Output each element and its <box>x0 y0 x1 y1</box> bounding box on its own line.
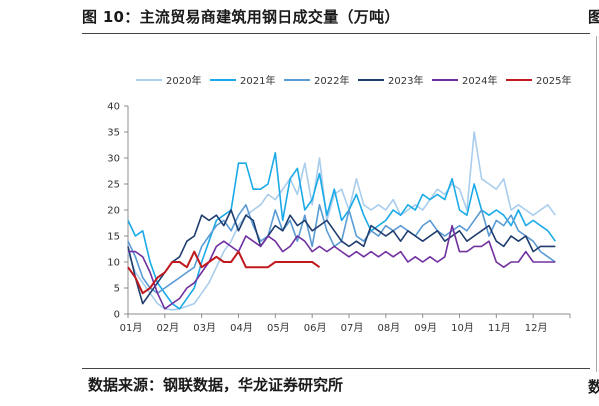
legend-label: 2023年 <box>388 74 423 87</box>
x-tick-label: 01月 <box>120 322 143 334</box>
chart-axes: 0 5 10 15 20 25 30 35 40 01月 02月 03月 04月 05月 06月 07月 08月… <box>107 102 571 334</box>
series-line-2025年 <box>127 250 321 295</box>
legend-label: 2022年 <box>314 74 349 87</box>
x-tick-label: 11月 <box>488 322 511 334</box>
y-tick-label: 5 <box>114 284 120 295</box>
cropped-adjacent-source: 数 <box>588 378 599 396</box>
x-tick-label: 12月 <box>525 322 548 334</box>
series-line-2024年 <box>128 224 556 310</box>
y-tick-label: 10 <box>107 258 120 269</box>
x-tick-label: 10月 <box>451 322 474 334</box>
y-tick-label: 30 <box>107 154 120 165</box>
y-tick-label: 15 <box>107 232 120 243</box>
source-divider <box>82 368 590 369</box>
y-tick-label: 20 <box>107 206 120 217</box>
x-tick-label: 08月 <box>377 322 400 334</box>
x-tick-label: 02月 <box>156 322 179 334</box>
y-tick-label: 0 <box>114 310 120 321</box>
chart-legend: 2020年 2021年 2022年 2023年 2024年 2025年 <box>136 74 571 87</box>
x-tick-label: 07月 <box>341 322 364 334</box>
series-line-2021年 <box>127 152 556 310</box>
y-tick-label: 40 <box>107 102 120 113</box>
x-tick-label: 09月 <box>414 322 437 334</box>
x-tick-label: 05月 <box>267 322 290 334</box>
chart-title: 图 10：主流贸易商建筑用钢日成交量（万吨） <box>82 8 400 26</box>
chart-series <box>127 131 556 311</box>
legend-label: 2020年 <box>166 74 201 87</box>
x-tick-label: 04月 <box>230 322 253 334</box>
legend-label: 2021年 <box>240 74 275 87</box>
x-tick-label: 03月 <box>193 322 216 334</box>
legend-label: 2025年 <box>536 74 571 87</box>
legend-label: 2024年 <box>462 74 497 87</box>
y-tick-label: 35 <box>107 128 120 139</box>
title-divider <box>82 33 590 34</box>
adjacent-panel-border <box>596 36 597 372</box>
cropped-adjacent-title: 图 <box>588 8 599 26</box>
x-tick-label: 06月 <box>304 322 327 334</box>
data-source-note: 数据来源：钢联数据，华龙证券研究所 <box>88 376 344 394</box>
series-line-2020年 <box>127 131 556 311</box>
y-tick-label: 25 <box>107 180 120 191</box>
series-line-2023年 <box>127 209 556 305</box>
